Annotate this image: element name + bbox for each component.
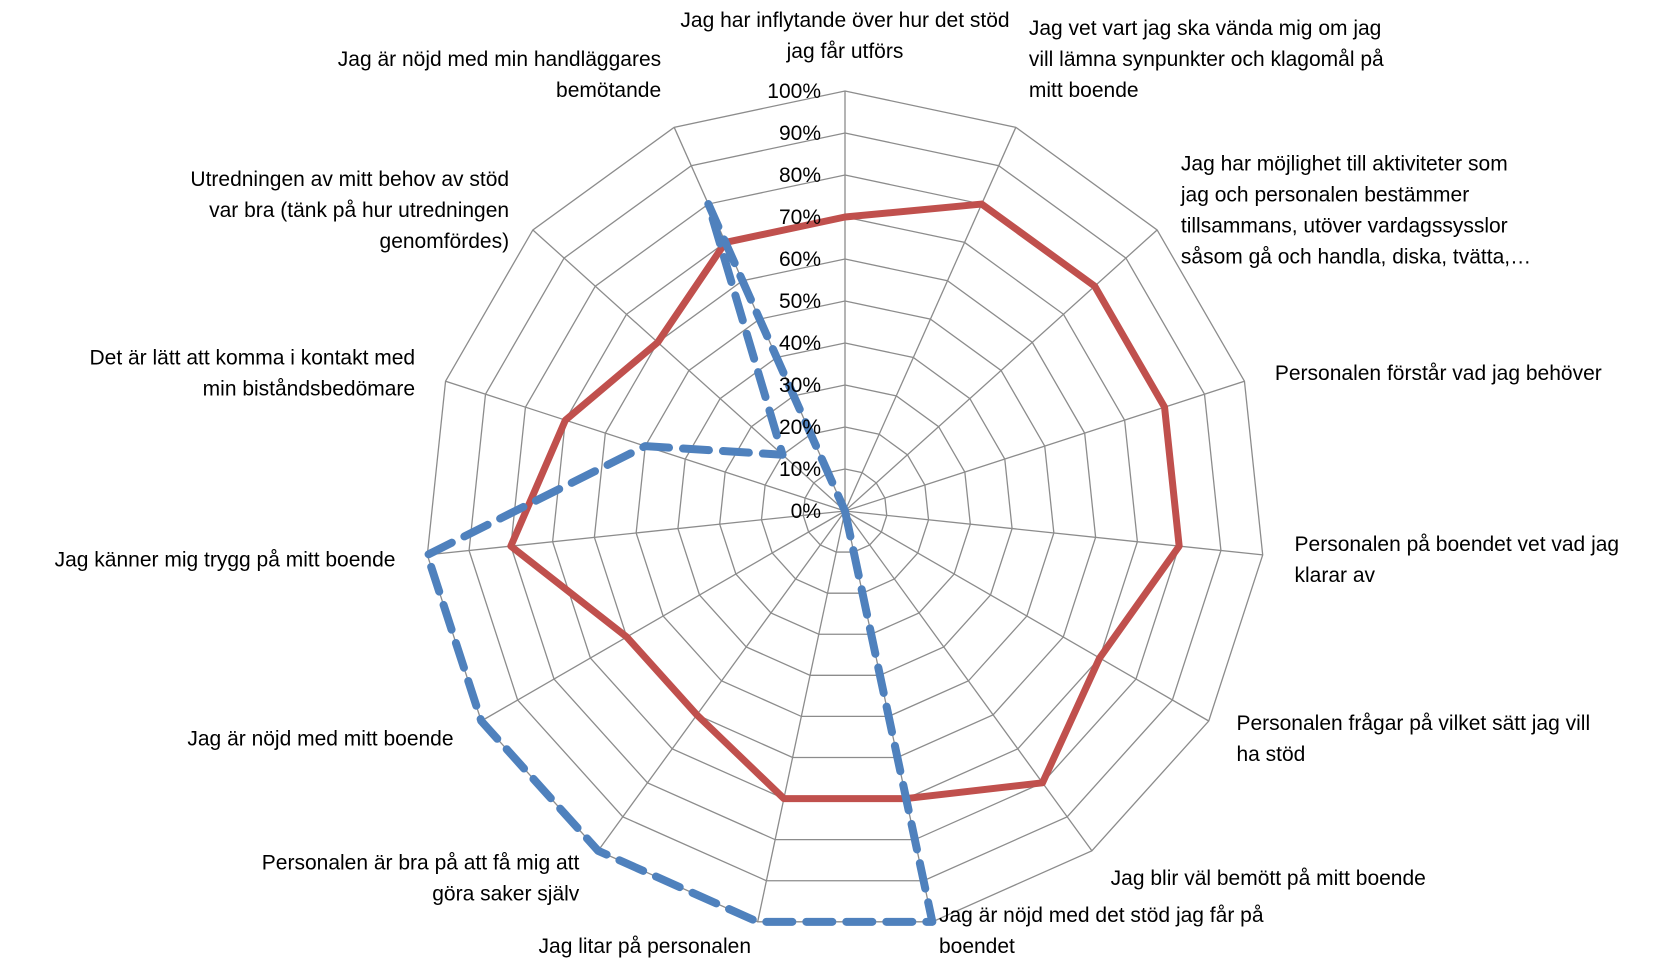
tick-label: 40% (779, 332, 821, 355)
axis-spoke (844, 127, 1017, 512)
tick-labels: 0% 10% 20% 30% 40% 50% 60% 70% 80% 90% 100% (767, 80, 821, 523)
series-line-2 (423, 200, 937, 926)
tick-label: 60% (779, 248, 821, 271)
category-label: Jag är nöjd med min handläggares bemötand… (338, 48, 661, 102)
category-label-line: göra saker själv (432, 883, 580, 906)
category-label-line: Jag känner mig trygg på mitt boende (55, 549, 396, 572)
category-label: Personalen förstår vad jag behöver (1275, 362, 1602, 385)
axis-spoke (427, 510, 846, 556)
category-label: Jag känner mig trygg på mitt boende (55, 549, 396, 572)
tick-label: 100% (767, 80, 821, 103)
grid-ring (468, 132, 1222, 882)
category-label-line: Personalen är bra på att få mig att (262, 852, 580, 875)
tick-label: 30% (779, 374, 821, 397)
category-label-line: Personalen förstår vad jag behöver (1275, 362, 1602, 385)
category-label-line: Jag blir väl bemött på mitt boende (1111, 867, 1426, 890)
category-label-line: vill lämna synpunkter och klagomål på (1029, 48, 1384, 71)
axis-spoke (757, 510, 846, 922)
series-line-1 (507, 200, 1183, 803)
axis-spoke (844, 380, 1245, 512)
category-label-line: bemötande (556, 79, 661, 102)
category-label-line: boendet (939, 935, 1015, 958)
category-label-line: var bra (tänk på hur utredningen (209, 199, 509, 222)
category-label-line: jag får utförs (786, 40, 904, 63)
tick-label: 0% (791, 500, 821, 523)
category-label: Jag har möjlighet till aktiviteter som ja… (1180, 153, 1531, 269)
category-label: Jag har inflytande över hur det stöd jag … (680, 9, 1009, 63)
category-label-line: Jag är nöjd med det stöd jag får på (939, 904, 1264, 927)
category-label-line: ha stöd (1236, 743, 1305, 766)
category-label-line: klarar av (1295, 564, 1376, 587)
category-label: Utredningen av mitt behov av stöd var bra… (190, 168, 509, 253)
grid-ring (760, 426, 930, 594)
category-label-line: Jag har inflytande över hur det stöd (680, 9, 1009, 32)
category-label: Personalen är bra på att få mig att göra … (262, 852, 580, 906)
category-label-line: jag och personalen bestämmer (1180, 184, 1469, 207)
category-label-line: Jag vet vart jag ska vända mig om jag (1029, 17, 1382, 40)
axis-spoke (844, 229, 1158, 512)
category-label-line: Jag litar på personalen (539, 935, 751, 958)
category-label-line: Jag är nöjd med mitt boende (187, 728, 453, 751)
tick-label: 80% (779, 164, 821, 187)
category-label-line: mitt boende (1029, 79, 1139, 102)
axis-spoke (480, 510, 846, 722)
grid-ring (802, 468, 888, 553)
axis-spoke (844, 510, 1093, 852)
category-label: Det är lätt att komma i kontakt med min b… (89, 346, 415, 400)
axis-spoke (844, 510, 1210, 722)
category-label-line: min biståndsbedömare (203, 377, 415, 400)
tick-label: 20% (779, 416, 821, 439)
category-label-line: Utredningen av mitt behov av stöd (190, 168, 509, 191)
category-label: Personalen frågar på vilket sätt jag vil… (1236, 712, 1590, 766)
tick-label: 70% (779, 206, 821, 229)
series-layer (423, 200, 1183, 926)
category-label-line: Det är lätt att komma i kontakt med (89, 346, 415, 369)
category-label-line: Jag är nöjd med min handläggares (338, 48, 661, 71)
category-label-line: genomfördes) (380, 230, 510, 253)
tick-label: 10% (779, 458, 821, 481)
category-label-line: Personalen frågar på vilket sätt jag vil… (1236, 712, 1590, 735)
category-label-line: Jag har möjlighet till aktiviteter som (1181, 153, 1508, 176)
category-label: Personalen på boendet vet vad jag klarar … (1295, 533, 1620, 587)
grid-ring (635, 300, 1055, 718)
category-label: Jag vet vart jag ska vända mig om jag vil… (1029, 17, 1384, 102)
grid-ring (677, 342, 1013, 676)
category-label-line: Personalen på boendet vet vad jag (1295, 533, 1620, 556)
axis-spoke (597, 510, 846, 852)
category-label: Jag litar på personalen (539, 935, 751, 958)
axis-spoke (844, 510, 1263, 556)
grid-ring (593, 258, 1097, 759)
tick-label: 50% (779, 290, 821, 313)
tick-label: 90% (779, 122, 821, 145)
category-label: Jag är nöjd med mitt boende (187, 728, 453, 751)
category-label-line: såsom gå och handla, diska, tvätta,… (1181, 246, 1531, 269)
category-label: Jag är nöjd med det stöd jag får på boend… (939, 904, 1264, 958)
axis-spoke (532, 229, 846, 512)
axis-labels: Jag har inflytande över hur det stöd jag … (55, 9, 1620, 958)
category-label: Jag blir väl bemött på mitt boende (1111, 867, 1426, 890)
category-label-line: tillsammans, utöver vardagssysslor (1181, 215, 1508, 238)
